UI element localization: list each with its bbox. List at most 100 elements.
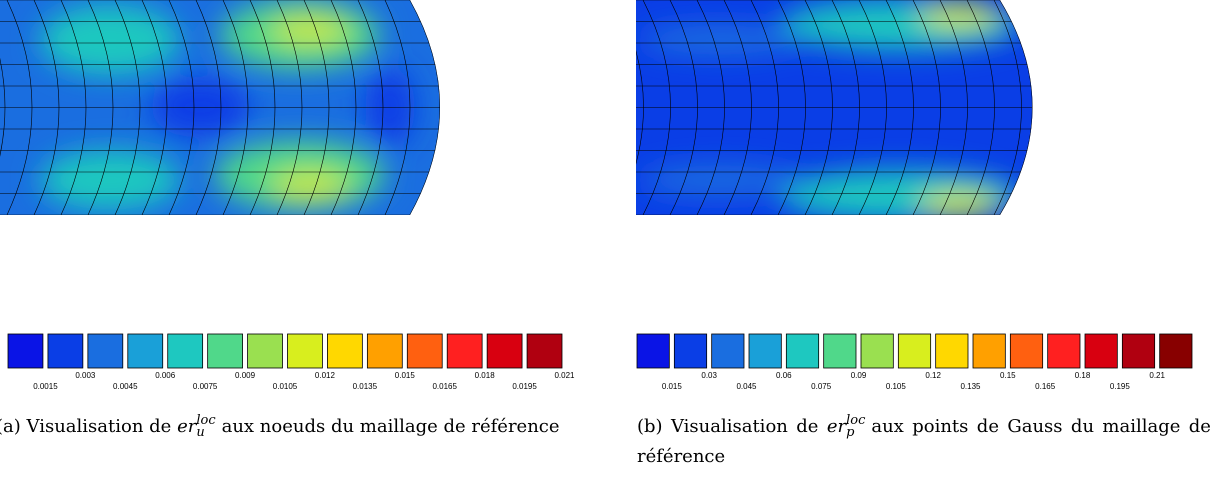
mesh-line [60, 0, 87, 215]
caption-sub: u [196, 425, 205, 440]
colorbar-swatch [127, 333, 164, 369]
colorbar-label: 0.195 [1110, 382, 1131, 391]
caption-sub: p [846, 425, 855, 440]
colorbar-label: 0.015 [662, 382, 683, 391]
colorbar-swatch [247, 333, 283, 369]
colorbar-swatch [785, 333, 820, 369]
mesh-line [384, 0, 411, 215]
colorbar-swatch [486, 333, 523, 369]
mesh-line [777, 0, 806, 215]
caption-b: (b) Visualisation de er loc p aux points de… [637, 412, 1211, 472]
colorbar-swatch [1084, 333, 1118, 369]
mesh-line [141, 0, 168, 215]
mesh-line [357, 0, 384, 215]
caption-label: (b) [637, 416, 663, 437]
colorbar-swatch [636, 333, 670, 369]
mesh-line [831, 0, 860, 215]
colorbar-swatch [897, 333, 932, 369]
field-map-b [636, 0, 1033, 215]
colorbar-label: 0.0135 [353, 382, 378, 391]
mesh-line [858, 0, 887, 215]
colorbar-label: 0.0165 [432, 382, 457, 391]
colorbar-label: 0.03 [701, 371, 717, 380]
mesh-line [330, 0, 357, 215]
mesh-line [249, 0, 276, 215]
colorbar-label: 0.018 [475, 371, 496, 380]
mesh-outline [409, 0, 440, 215]
colorbar-swatch [47, 333, 84, 369]
colorbar-swatch [287, 333, 323, 369]
colorbar-swatch [935, 333, 969, 369]
caption-after: aux noeuds du maillage de référence [221, 416, 560, 437]
figure: 0.0015 0.003 0.0045 0.006 0.0075 0.009 0.0105 0… [0, 0, 1193, 391]
colorbar-swatch [406, 333, 443, 369]
mesh-line [222, 0, 249, 215]
mesh-line [642, 0, 671, 215]
caption-after: aux points de Gauss du maillage de référ… [637, 416, 1211, 467]
caption-sup: loc [196, 413, 216, 428]
mesh-line [87, 0, 114, 215]
mesh-line [33, 0, 60, 215]
scripts: loc p [846, 413, 866, 440]
mesh-line [696, 0, 725, 215]
colorbar-label: 0.135 [960, 382, 981, 391]
colorbar-label: 0.0015 [33, 382, 58, 391]
colorbar-swatch [972, 333, 1006, 369]
colorbar-swatch [860, 333, 894, 369]
mesh-outline [999, 0, 1033, 215]
colorbar-label: 0.105 [886, 382, 907, 391]
colorbar-label: 0.06 [776, 371, 792, 380]
mesh-line [276, 0, 303, 215]
colorbar-label: 0.0075 [193, 382, 218, 391]
colorbar-swatch [748, 333, 782, 369]
colorbar-label: 0.075 [811, 382, 832, 391]
caption-label: (a) [0, 416, 21, 437]
colorbar-label: 0.045 [736, 382, 757, 391]
colorbar-label: 0.003 [75, 371, 96, 380]
mesh-line [723, 0, 752, 215]
colorbar-swatch [1121, 333, 1156, 369]
mesh-line [168, 0, 195, 215]
mesh-line [750, 0, 779, 215]
mesh-line [6, 0, 33, 215]
colorbar-label: 0.0105 [273, 382, 298, 391]
mesh-line [804, 0, 833, 215]
caption-sup: loc [846, 413, 866, 428]
colorbar-swatch [526, 333, 563, 369]
colorbar-label: 0.021 [554, 371, 575, 380]
mesh-line [195, 0, 222, 215]
mesh-line [114, 0, 141, 215]
colorbar-label: 0.012 [315, 371, 336, 380]
colorbar-swatch [327, 333, 363, 369]
mesh-line [912, 0, 941, 215]
colorbar-label: 0.015 [395, 371, 416, 380]
colorbar-swatch [1159, 333, 1193, 369]
mesh-b [636, 0, 1033, 215]
caption-before: Visualisation de [26, 416, 172, 437]
caption-symbol: er [177, 416, 197, 437]
colorbar-swatch [446, 333, 483, 369]
colorbar-swatch [1047, 333, 1081, 369]
colorbar-label: 0.21 [1149, 371, 1165, 380]
colorbar-swatch [207, 333, 243, 369]
colorbar-label: 0.12 [925, 371, 941, 380]
caption-symbol: er [826, 416, 847, 437]
mesh-line [939, 0, 968, 215]
mesh-line [636, 0, 644, 215]
colorbar-label: 0.165 [1035, 382, 1056, 391]
scripts: loc u [196, 413, 216, 440]
colorbar-label: 0.009 [235, 371, 256, 380]
colorbar-swatch [87, 333, 124, 369]
colorbar-swatch [673, 333, 708, 369]
colorbar-label: 0.006 [155, 371, 176, 380]
colorbar-label: 0.0195 [512, 382, 537, 391]
colorbar-label: 0.09 [851, 371, 867, 380]
mesh-line [993, 0, 1022, 215]
colorbar-swatch [167, 333, 204, 369]
mesh-line [669, 0, 698, 215]
colorbar-swatch [711, 333, 745, 369]
mesh-line [0, 0, 6, 215]
colorbar-label: 0.0045 [113, 382, 138, 391]
